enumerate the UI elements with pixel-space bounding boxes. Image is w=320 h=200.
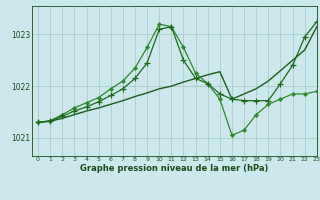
X-axis label: Graphe pression niveau de la mer (hPa): Graphe pression niveau de la mer (hPa) (80, 164, 268, 173)
